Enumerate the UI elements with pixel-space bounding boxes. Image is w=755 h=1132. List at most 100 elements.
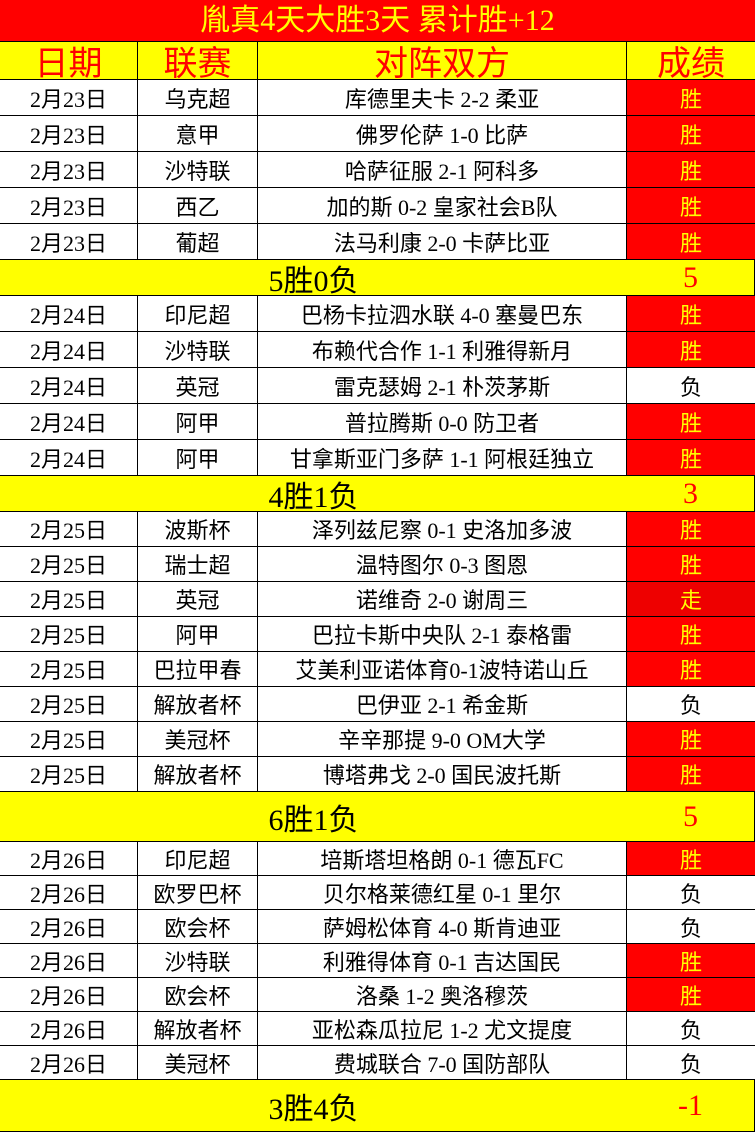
match-cell: 普拉腾斯 0-0 防卫者: [258, 404, 627, 439]
date-cell: 2月25日: [0, 617, 138, 651]
league-cell: 巴拉甲春: [138, 652, 258, 686]
match-cell: 巴杨卡拉泗水联 4-0 塞曼巴东: [258, 296, 627, 331]
result-cell: 胜: [627, 757, 755, 791]
league-cell: 英冠: [138, 368, 258, 403]
date-cell: 2月23日: [0, 80, 138, 115]
league-cell: 波斯杯: [138, 512, 258, 546]
date-cell: 2月23日: [0, 188, 138, 223]
result-cell: 负: [679, 374, 702, 400]
date-cell: 2月26日: [0, 978, 138, 1011]
match-cell: 艾美利亚诺体育0-1波特诺山丘: [258, 652, 627, 686]
date-cell: 2月26日: [0, 876, 138, 909]
result-cell: 负: [679, 1051, 702, 1077]
result-cell: 胜: [627, 978, 755, 1011]
match-cell: 哈萨征服 2-1 阿科多: [258, 152, 627, 187]
league-cell: 乌克超: [138, 80, 258, 115]
match-cell: 泽列兹尼察 0-1 史洛加多波: [258, 512, 627, 546]
table-row: 2月24日 英冠 雷克瑟姆 2-1 朴茨茅斯 负: [0, 368, 755, 404]
league-cell: 阿甲: [138, 404, 258, 439]
date-cell: 2月23日: [0, 152, 138, 187]
result-cell: 胜: [627, 440, 755, 475]
league-cell: 意甲: [138, 116, 258, 151]
result-cell: 负: [679, 881, 702, 907]
date-cell: 2月25日: [0, 757, 138, 791]
match-cell: 温特图尔 0-3 图恩: [258, 547, 627, 581]
header-league: 联赛: [138, 42, 258, 79]
table-row: 2月26日 欧会杯 萨姆松体育 4-0 斯肯迪亚 负: [0, 910, 755, 944]
league-cell: 葡超: [138, 224, 258, 259]
league-cell: 美冠杯: [138, 1046, 258, 1079]
date-cell: 2月24日: [0, 404, 138, 439]
league-cell: 解放者杯: [138, 687, 258, 721]
league-cell: 印尼超: [138, 296, 258, 331]
table-row: 2月25日 波斯杯 泽列兹尼察 0-1 史洛加多波胜: [0, 512, 755, 547]
result-cell: 胜: [627, 512, 755, 546]
summary-record: 4胜1负: [268, 480, 359, 512]
table-row: 2月26日 印尼超 培斯塔坦格朗 0-1 德瓦FC 胜: [0, 842, 755, 876]
match-cell: 亚松森瓜拉尼 1-2 尤文提度: [258, 1012, 627, 1045]
match-cell: 费城联合 7-0 国防部队: [258, 1046, 627, 1079]
match-cell: 布赖代合作 1-1 利雅得新月: [258, 332, 627, 367]
match-cell: 巴伊亚 2-1 希金斯: [258, 687, 627, 721]
summary-row: 5胜0负 5: [0, 260, 755, 296]
match-cell: 甘拿斯亚门多萨 1-1 阿根廷独立: [258, 440, 627, 475]
league-cell: 印尼超: [138, 842, 258, 875]
summary-record: 3胜4负: [268, 1092, 359, 1126]
table-row: 2月26日 美冠杯 费城联合 7-0 国防部队 负: [0, 1046, 755, 1080]
result-cell: 胜: [627, 188, 755, 223]
result-cell: 胜: [627, 116, 755, 151]
date-cell: 2月25日: [0, 547, 138, 581]
match-cell: 洛桑 1-2 奥洛穆茨: [258, 978, 627, 1011]
date-cell: 2月23日: [0, 116, 138, 151]
match-cell: 利雅得体育 0-1 吉达国民: [258, 944, 627, 977]
table-row: 2月24日 阿甲 甘拿斯亚门多萨 1-1 阿根廷独立胜: [0, 440, 755, 476]
league-cell: 阿甲: [138, 440, 258, 475]
league-cell: 沙特联: [138, 152, 258, 187]
date-cell: 2月25日: [0, 687, 138, 721]
league-cell: 英冠: [138, 582, 258, 616]
result-cell: 负: [679, 1017, 702, 1043]
league-cell: 沙特联: [138, 332, 258, 367]
league-cell: 解放者杯: [138, 1012, 258, 1045]
result-cell: 胜: [627, 332, 755, 367]
header-date: 日期: [0, 42, 138, 79]
date-cell: 2月25日: [0, 512, 138, 546]
date-cell: 2月24日: [0, 368, 138, 403]
league-cell: 沙特联: [138, 944, 258, 977]
league-cell: 美冠杯: [138, 722, 258, 756]
league-cell: 解放者杯: [138, 757, 258, 791]
summary-row: 4胜1负 3: [0, 476, 755, 512]
result-cell: 胜: [627, 652, 755, 686]
summary-score: 3: [627, 476, 755, 511]
result-cell: 胜: [627, 617, 755, 651]
date-cell: 2月24日: [0, 296, 138, 331]
league-cell: 西乙: [138, 188, 258, 223]
match-cell: 辛辛那提 9-0 OM大学: [258, 722, 627, 756]
date-cell: 2月25日: [0, 722, 138, 756]
result-cell: 胜: [627, 296, 755, 331]
result-cell: 走: [627, 582, 755, 616]
date-cell: 2月26日: [0, 1046, 138, 1079]
table-row: 2月24日 阿甲 普拉腾斯 0-0 防卫者胜: [0, 404, 755, 440]
match-cell: 培斯塔坦格朗 0-1 德瓦FC: [258, 842, 627, 875]
result-cell: 胜: [627, 547, 755, 581]
table-body: 2月23日 乌克超 库德里夫卡 2-2 柔亚胜 2月23日 意甲 佛罗伦萨 1-0 比萨胜…: [0, 80, 755, 1132]
table-row: 2月25日 巴拉甲春 艾美利亚诺体育0-1波特诺山丘胜: [0, 652, 755, 687]
table-row: 2月26日 欧罗巴杯 贝尔格莱德红星 0-1 里尔 负: [0, 876, 755, 910]
summary-score: 5: [627, 792, 755, 841]
page-title: 胤真4天大胜3天 累计胜+12: [0, 0, 755, 42]
result-cell: 胜: [627, 404, 755, 439]
table-row: 2月23日 葡超 法马利康 2-0 卡萨比亚胜: [0, 224, 755, 260]
table-row: 2月23日 乌克超 库德里夫卡 2-2 柔亚胜: [0, 80, 755, 116]
result-cell: 负: [679, 693, 702, 718]
table-row: 2月23日 意甲 佛罗伦萨 1-0 比萨胜: [0, 116, 755, 152]
header-match: 对阵双方: [258, 42, 627, 79]
table-row: 2月25日 英冠 诺维奇 2-0 谢周三走: [0, 582, 755, 617]
match-cell: 法马利康 2-0 卡萨比亚: [258, 224, 627, 259]
result-cell: 胜: [627, 80, 755, 115]
league-cell: 欧会杯: [138, 910, 258, 943]
table-header: 日期 联赛 对阵双方 成绩: [0, 42, 755, 80]
result-cell: 胜: [627, 152, 755, 187]
date-cell: 2月24日: [0, 332, 138, 367]
summary-record: 5胜0负: [268, 264, 359, 296]
